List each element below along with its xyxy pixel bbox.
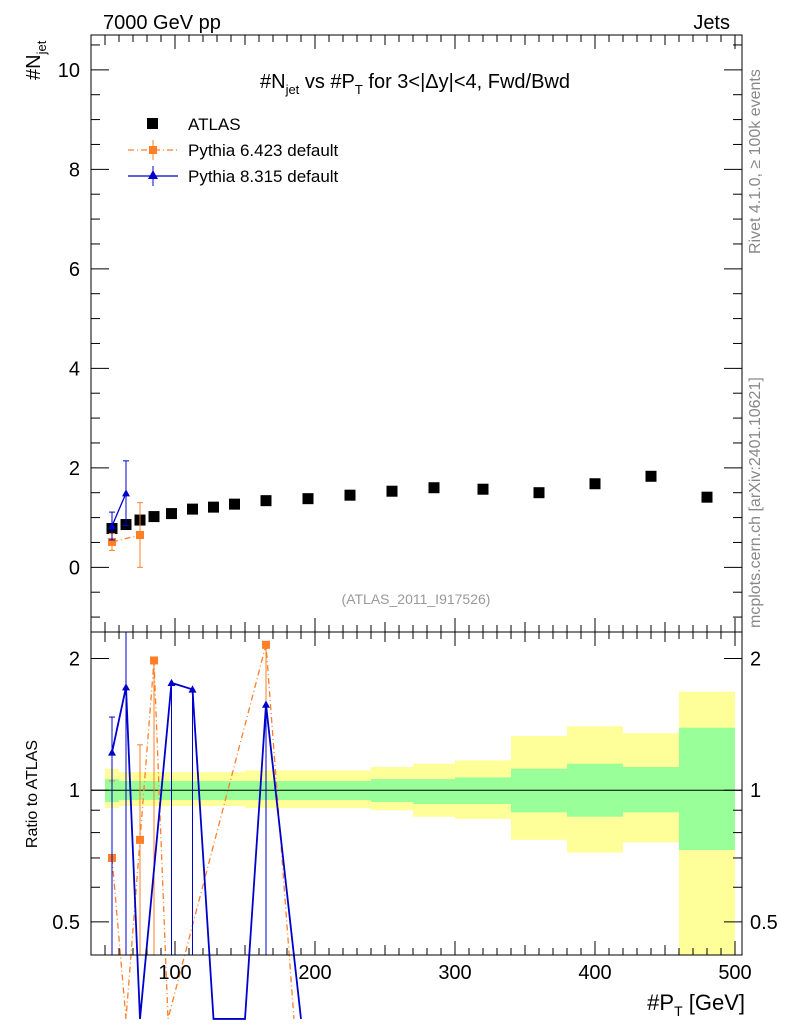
ratio-y-tick-label-right: 0.5	[750, 912, 778, 934]
xlabel-unit: [GeV]	[683, 990, 745, 1015]
pythia-6-423-default-point	[136, 530, 144, 539]
ratio-y-tick-label-right: 1	[750, 780, 761, 802]
atlas-point	[208, 501, 219, 513]
ylabel-sub: jet	[34, 40, 49, 55]
ratio-y-axis-label: Ratio to ATLAS	[24, 740, 41, 848]
x-tick-label: 300	[438, 962, 471, 984]
title-part-b: vs #P	[299, 71, 355, 93]
main-y-tick-label: 10	[58, 60, 80, 82]
pythia-8-315-default-ratio-point	[262, 700, 270, 708]
legend: ATLAS Pythia 6.423 default Pythia 8.315 …	[128, 115, 339, 186]
pythia-8-315-default-ratio-point	[188, 685, 197, 693]
atlas-point	[344, 489, 356, 501]
atlas-point	[166, 508, 177, 520]
pythia-6-423-default-line	[111, 534, 141, 543]
main-axis-ticks	[91, 35, 742, 632]
atlas-point	[260, 495, 272, 507]
title-sub-b: T	[355, 82, 363, 97]
atlas-point	[533, 487, 545, 499]
pythia-6-423-default-point	[108, 537, 116, 546]
ratio-inner-band	[413, 779, 455, 804]
ratio-inner-band	[623, 766, 679, 813]
ylabel-main: #N	[23, 54, 45, 80]
legend-label-pythia6: Pythia 6.423 default	[188, 141, 339, 160]
pythia-8-315-default-line	[111, 492, 127, 527]
atlas-point	[645, 470, 657, 482]
x-axis-label: #PT [GeV]	[647, 990, 745, 1019]
legend-marker-atlas	[147, 118, 158, 129]
x-tick-label: 400	[578, 962, 611, 984]
ratio-panel: 0.5 0.5 1 1 2 2 100 200 300 400 500 Ratio to ATLA…	[24, 631, 778, 1020]
mcplots-reference-label: mcplots.cern.ch [arXiv:2401.10621]	[747, 377, 764, 628]
legend-label-pythia8: Pythia 8.315 default	[188, 167, 339, 186]
atlas-point	[229, 498, 240, 510]
pythia-8-315-default-ratio-point	[167, 678, 176, 687]
ratio-data-series	[108, 631, 302, 1020]
ratio-frame	[90, 631, 743, 956]
atlas-point	[589, 478, 601, 490]
x-tick-label: 500	[718, 962, 751, 984]
atlas-point	[148, 511, 160, 523]
pythia-6-423-default-ratio-point	[136, 835, 144, 844]
collision-energy-label: 7000 GeV pp	[103, 12, 221, 34]
main-y-axis-label: #Njet	[23, 40, 49, 80]
ratio-uncertainty-bands	[105, 691, 735, 955]
atlas-point	[187, 503, 198, 515]
x-tick-label: 100	[158, 962, 191, 984]
pythia-8-315-default-point	[122, 489, 130, 497]
main-y-tick-label: 2	[69, 458, 80, 480]
pythia-6-423-default-ratio-point	[262, 640, 270, 649]
main-y-tick-label: 6	[69, 259, 80, 281]
main-y-tick-label: 0	[69, 557, 80, 579]
atlas-point	[428, 482, 440, 494]
x-tick-label: 200	[298, 962, 331, 984]
atlas-point	[701, 491, 713, 503]
ratio-axis-ticks	[91, 632, 742, 955]
pythia-8-315-default-ratio-point	[108, 748, 116, 756]
title-part-a: #N	[260, 71, 286, 93]
main-data-series	[106, 460, 713, 568]
legend-label-atlas: ATLAS	[188, 115, 241, 134]
xlabel-sub: T	[674, 1003, 683, 1019]
rivet-version-label: Rivet 4.1.0, ≥ 100k events	[747, 69, 764, 254]
atlas-point	[302, 493, 314, 505]
ratio-y-tick-label-left: 1	[69, 780, 80, 802]
analysis-watermark: (ATLAS_2011_I917526)	[342, 591, 491, 607]
atlas-point	[477, 483, 489, 495]
ratio-y-tick-label-left: 0.5	[52, 912, 80, 934]
pythia-8-315-default-ratio-point	[122, 683, 130, 691]
ratio-y-tick-label-left: 2	[69, 649, 80, 671]
pythia-6-423-default-ratio-line	[111, 644, 295, 1020]
xlabel-main: #P	[647, 990, 674, 1015]
ratio-y-tick-labels: 0.5 0.5 1 1 2 2	[52, 649, 778, 934]
x-tick-labels: 100 200 300 400 500	[158, 962, 751, 984]
main-y-tick-label: 4	[69, 358, 80, 380]
ratio-y-tick-label-right: 2	[750, 649, 761, 671]
pythia-6-423-default-ratio-point	[150, 656, 158, 665]
title-part-c: for 3<|Δy|<4, Fwd/Bwd	[363, 71, 570, 93]
main-y-tick-label: 8	[69, 159, 80, 181]
atlas-point	[386, 485, 398, 497]
chart-title: #Njet vs #PT for 3<|Δy|<4, Fwd/Bwd	[260, 71, 570, 97]
process-label: Jets	[693, 12, 730, 34]
ratio-inner-band	[679, 727, 735, 850]
main-y-tick-labels: 0 2 4 6 8 10	[58, 60, 80, 580]
pythia-8-315-default-point	[108, 522, 116, 530]
title-sub-a: jet	[285, 82, 300, 97]
